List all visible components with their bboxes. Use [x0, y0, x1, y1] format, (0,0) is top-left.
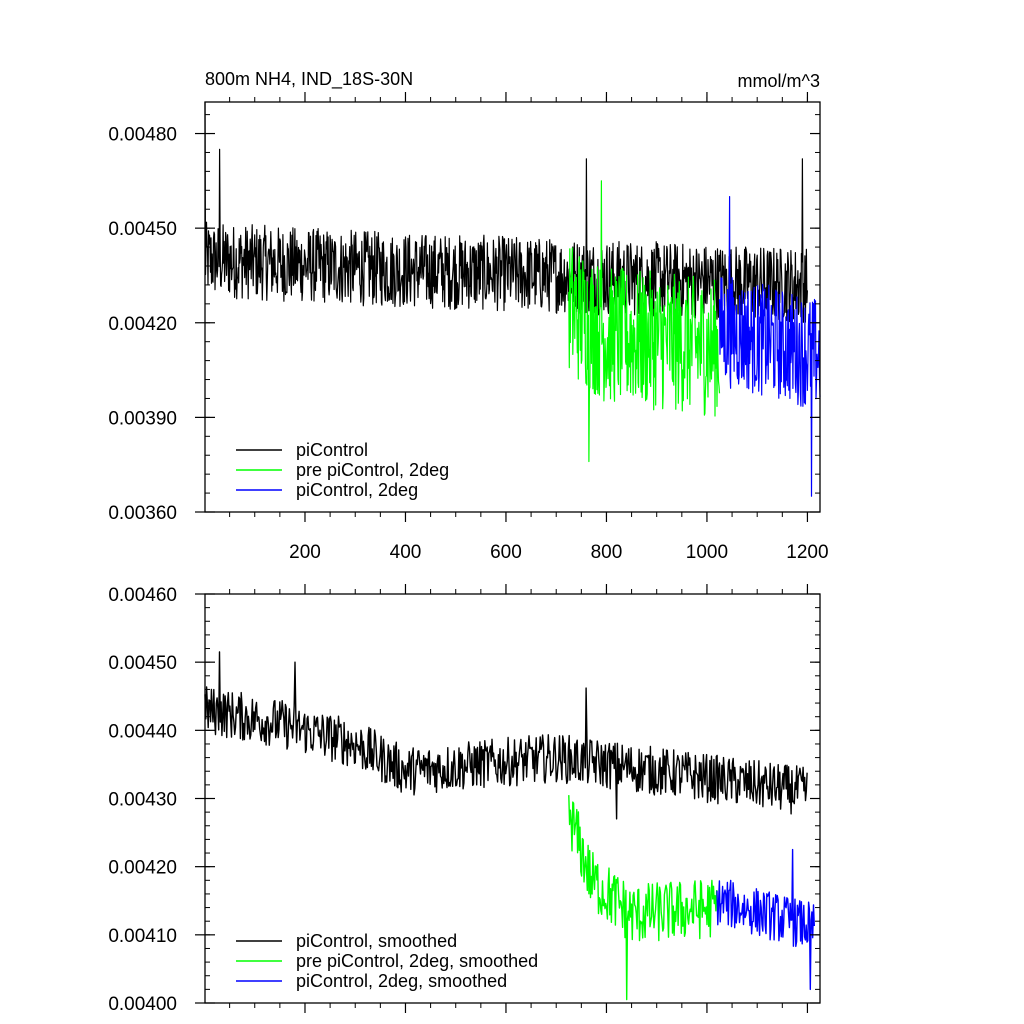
x-tick-label: 1000: [686, 542, 728, 563]
legend-label: piControl: [296, 440, 368, 460]
legend-label: piControl, 2deg, smoothed: [296, 971, 507, 991]
y-tick-label: 0.00430: [108, 790, 177, 811]
y-tick-label: 0.00460: [108, 585, 177, 606]
y-tick-label: 0.00360: [108, 503, 177, 524]
chart-title-left: 800m NH4, IND_18S-30N: [205, 69, 413, 90]
y-tick-label: 0.00440: [108, 721, 177, 742]
series-line-0-0: [204, 101, 808, 323]
series-line-0-1: [568, 180, 721, 463]
y-tick-label: 0.00420: [108, 858, 177, 879]
legend-label: piControl, smoothed: [296, 931, 457, 951]
series-line-0-2: [718, 196, 821, 497]
x-tick-label: 600: [490, 542, 522, 563]
y-tick-label: 0.00400: [108, 994, 177, 1015]
plot-frame: [204, 101, 821, 513]
top-plot-panel: 0.00360 0.00390 0.00420 0.00450 0.00480 200 40…: [108, 92, 829, 563]
x-tick-label: 800: [591, 542, 623, 563]
legend-label: pre piControl, 2deg, smoothed: [296, 951, 538, 971]
series-line-1-1: [568, 795, 718, 1001]
x-tick-label: 1200: [786, 542, 828, 563]
chart-units-label: mmol/m^3: [738, 71, 820, 91]
x-tick-label: 400: [390, 542, 422, 563]
y-tick-label: 0.00420: [108, 314, 177, 335]
series-line-1-0: [204, 651, 808, 820]
y-tick-label: 0.00480: [108, 125, 177, 146]
y-tick-label: 0.00390: [108, 408, 177, 429]
series-line-1-2: [716, 848, 815, 991]
y-tick-label: 0.00410: [108, 926, 177, 947]
y-tick-label: 0.00450: [108, 653, 177, 674]
x-tick-label: 200: [289, 542, 321, 563]
bottom-plot-panel: 0.00400 0.00410 0.00420 0.00430 0.00440 0.004…: [108, 584, 821, 1015]
legend-label: pre piControl, 2deg: [296, 460, 449, 480]
y-tick-label: 0.00450: [108, 219, 177, 240]
legend-label: piControl, 2deg: [296, 480, 418, 500]
